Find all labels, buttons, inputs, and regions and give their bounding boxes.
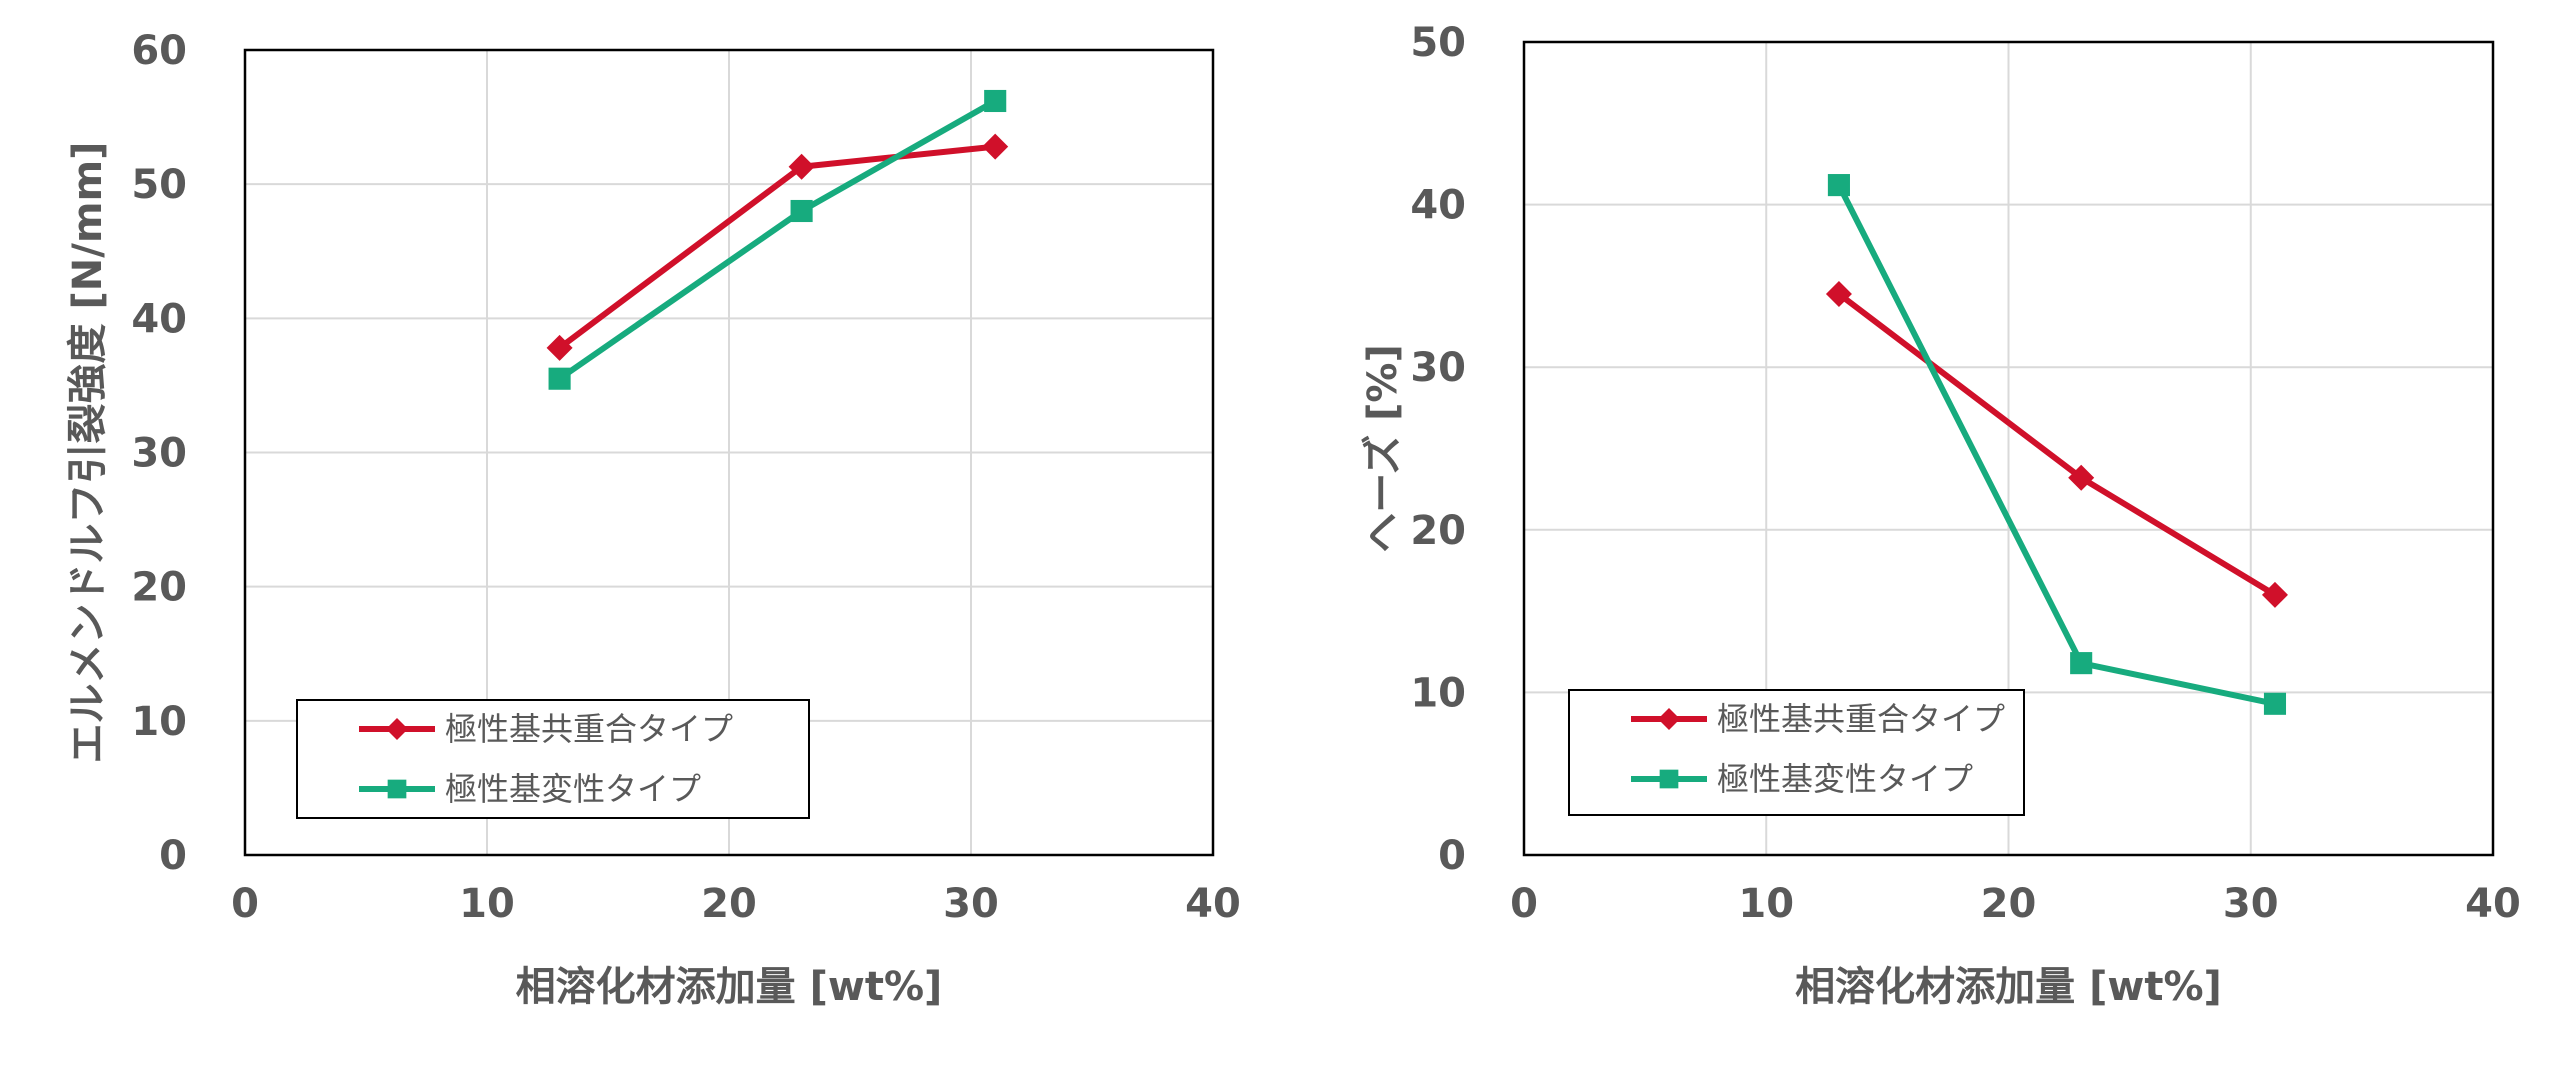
- series-line: [1835, 291, 2278, 598]
- y-tick-label: 30: [131, 431, 187, 477]
- x-tick-label: 30: [2223, 881, 2279, 927]
- x-axis-title: 相溶化材添加量 [wt%]: [516, 964, 943, 1010]
- data-point: [984, 89, 1007, 113]
- y-tick-label: 10: [131, 699, 187, 745]
- data-point: [1825, 281, 1852, 308]
- legend-marker: [387, 779, 407, 799]
- data-point: [2261, 581, 2288, 608]
- data-point: [2068, 464, 2095, 491]
- data-point: [788, 153, 815, 180]
- x-tick-label: 30: [943, 881, 999, 927]
- data-point: [982, 133, 1009, 160]
- y-tick-label: 40: [131, 296, 187, 342]
- series-line: [556, 97, 999, 382]
- y-tick-label: 0: [1438, 833, 1466, 879]
- plot-area-frame: [243, 48, 1215, 857]
- y-tick-label: 20: [1410, 508, 1466, 554]
- y-tick-label: 30: [1410, 345, 1466, 391]
- series-1: [546, 133, 1009, 361]
- series-2: [1827, 174, 2287, 715]
- y-tick-label: 60: [131, 28, 187, 74]
- legend-marker: [386, 718, 408, 740]
- legend-box: [1568, 689, 2025, 816]
- legend-box: [296, 699, 810, 819]
- y-tick-label: 0: [159, 833, 187, 879]
- y-tick-label: 20: [131, 565, 187, 611]
- legend-marker: [1658, 708, 1680, 730]
- y-axis-title: ヘーズ [%]: [1360, 344, 1406, 553]
- x-tick-label: 20: [1981, 881, 2037, 927]
- series-2: [548, 89, 1007, 390]
- legend-label: 極性基共重合タイプ: [445, 710, 733, 748]
- data-point: [1827, 174, 1850, 197]
- x-tick-label: 10: [1738, 881, 1794, 927]
- data-point: [548, 367, 571, 390]
- chart-1: 0 10 20 30 40 0 10 20 30 40 50 60 相溶化材添加量 [wt%] エルメンド…: [65, 28, 1241, 1010]
- chart-2: 0 10 20 30 40 0 10 20 30 40 50 相溶化材添加量 [wt%] ヘーズ [%]…: [1360, 20, 2521, 1010]
- series-1: [1825, 281, 2288, 608]
- legend-label: 極性基変性タイプ: [1717, 760, 1973, 798]
- x-tick-label: 0: [231, 881, 259, 927]
- legend-marker: [1659, 769, 1679, 789]
- y-tick-label: 40: [1410, 183, 1466, 229]
- legend-label: 極性基共重合タイプ: [1717, 700, 2005, 738]
- x-tick-label: 20: [701, 881, 757, 927]
- plot-area-frame: [1522, 40, 2495, 857]
- x-tick-label: 40: [1185, 881, 1241, 927]
- y-tick-label: 50: [131, 162, 187, 208]
- data-point: [2263, 692, 2287, 715]
- y-tick-label: 10: [1410, 670, 1466, 716]
- data-point: [2070, 652, 2093, 675]
- y-tick-label: 50: [1410, 20, 1466, 66]
- y-axis-title: エルメンドルフ引裂強度 [N/mm]: [65, 142, 111, 764]
- x-tick-label: 10: [459, 881, 515, 927]
- series-line: [1835, 182, 2278, 707]
- legend-label: 極性基変性タイプ: [445, 770, 701, 808]
- x-tick-label: 0: [1510, 881, 1538, 927]
- x-tick-label: 40: [2465, 881, 2521, 927]
- data-point: [790, 199, 813, 223]
- x-axis-title: 相溶化材添加量 [wt%]: [1795, 964, 2222, 1010]
- data-point: [546, 334, 573, 361]
